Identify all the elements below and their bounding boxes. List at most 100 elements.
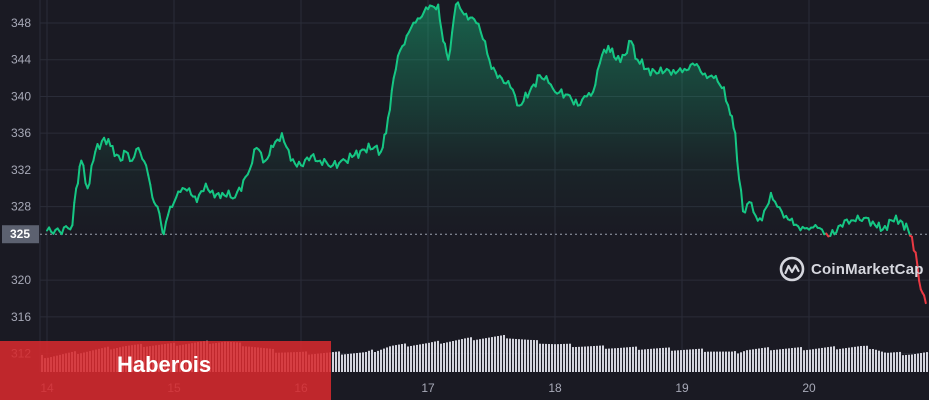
volume-bar (560, 344, 562, 372)
volume-bar (458, 339, 460, 372)
volume-bar (839, 348, 841, 372)
price-line-segment (158, 212, 163, 226)
current-price-label: 325 (2, 225, 39, 244)
volume-bar (470, 337, 472, 372)
coinmarketcap-logo-icon (779, 256, 805, 282)
price-line-segment (507, 80, 512, 89)
price-line-segment (769, 191, 774, 201)
volume-bar (566, 343, 568, 372)
volume-bar (587, 346, 589, 372)
price-line-segment (594, 69, 599, 86)
volume-bar (590, 346, 592, 372)
price-line-segment (88, 164, 93, 185)
volume-bar (626, 347, 628, 372)
price-line-segment (227, 189, 232, 199)
price-line-segment (160, 224, 164, 234)
volume-bar (335, 351, 337, 372)
volume-bar (647, 349, 649, 372)
volume-bar (770, 350, 772, 372)
volume-bar (419, 344, 421, 372)
volume-bar (395, 345, 397, 372)
volume-bar (779, 349, 781, 372)
price-line-segment (437, 3, 441, 22)
volume-bar (755, 348, 757, 372)
volume-bar (845, 348, 847, 372)
price-area-fill (47, 2, 926, 235)
volume-bar (572, 347, 574, 372)
volume-bar (893, 352, 895, 372)
volume-bar (548, 343, 550, 372)
y-tick-label: 316 (11, 310, 31, 324)
volume-bar (644, 349, 646, 372)
volume-bar (875, 349, 877, 372)
x-tick-label: 19 (675, 381, 689, 395)
volume-bar (686, 349, 688, 372)
volume-bar (806, 349, 808, 372)
price-line-segment (440, 28, 445, 43)
volume-bar (719, 351, 721, 372)
price-line-segment (451, 16, 455, 34)
price-line-segment (744, 203, 749, 214)
price-line-segment (731, 115, 735, 129)
price-line-segment (357, 150, 362, 159)
current-price-value: 325 (10, 227, 30, 241)
volume-bar (473, 340, 475, 372)
volume-bar (389, 346, 391, 372)
volume-bar (485, 338, 487, 372)
volume-bar (428, 342, 430, 372)
volume-bar (773, 349, 775, 372)
y-axis: 312316320328332336340344348 (11, 16, 31, 361)
price-line-segment (149, 183, 154, 199)
price-line-segment (165, 213, 170, 223)
volume-bar (917, 353, 919, 372)
price-line-segment (511, 88, 516, 97)
volume-bar (680, 350, 682, 372)
volume-bar (359, 352, 361, 372)
volume-bar (725, 351, 727, 372)
price-line-segment (107, 138, 112, 147)
volume-bar (380, 349, 382, 372)
volume-bar (440, 343, 442, 372)
volume-bar (416, 344, 418, 372)
volume-bar (866, 345, 868, 372)
price-line-segment (447, 48, 452, 61)
volume-bar (788, 348, 790, 372)
price-line-segment (375, 144, 380, 156)
volume-bar (776, 349, 778, 372)
price-line-segment (916, 264, 921, 282)
volume-bar (854, 346, 856, 372)
price-line-segment (790, 217, 795, 226)
volume-bar (353, 353, 355, 372)
volume-bar (392, 345, 394, 372)
volume-bar (362, 352, 364, 372)
volume-bar (731, 351, 733, 372)
price-line-segment (780, 210, 785, 219)
volume-bar (338, 351, 340, 372)
price-line-segment (121, 149, 125, 161)
volume-bar (698, 348, 700, 372)
volume-bar (431, 342, 433, 372)
volume-bar (758, 348, 760, 372)
price-line-segment (486, 52, 491, 62)
volume-bar (620, 347, 622, 372)
y-tick-label: 344 (11, 53, 31, 67)
price-line-segment (579, 98, 584, 106)
price-line-segment (287, 149, 292, 162)
volume-bar (596, 345, 598, 372)
banner-text: Haberois (117, 352, 212, 377)
volume-bar (581, 346, 583, 372)
volume-bar (623, 347, 625, 372)
volume-bar (767, 347, 769, 372)
price-line-segment (82, 164, 87, 184)
price-line-segment (914, 251, 919, 267)
price-line-segment (457, 1, 461, 10)
volume-bar (764, 347, 766, 372)
volume-bar (542, 343, 544, 372)
y-tick-label: 328 (11, 200, 31, 214)
volume-bar (518, 339, 520, 372)
price-line-segment (750, 201, 755, 214)
volume-bar (914, 354, 916, 372)
price-line-segment (722, 86, 727, 102)
volume-bar (551, 344, 553, 372)
volume-bar (629, 347, 631, 372)
